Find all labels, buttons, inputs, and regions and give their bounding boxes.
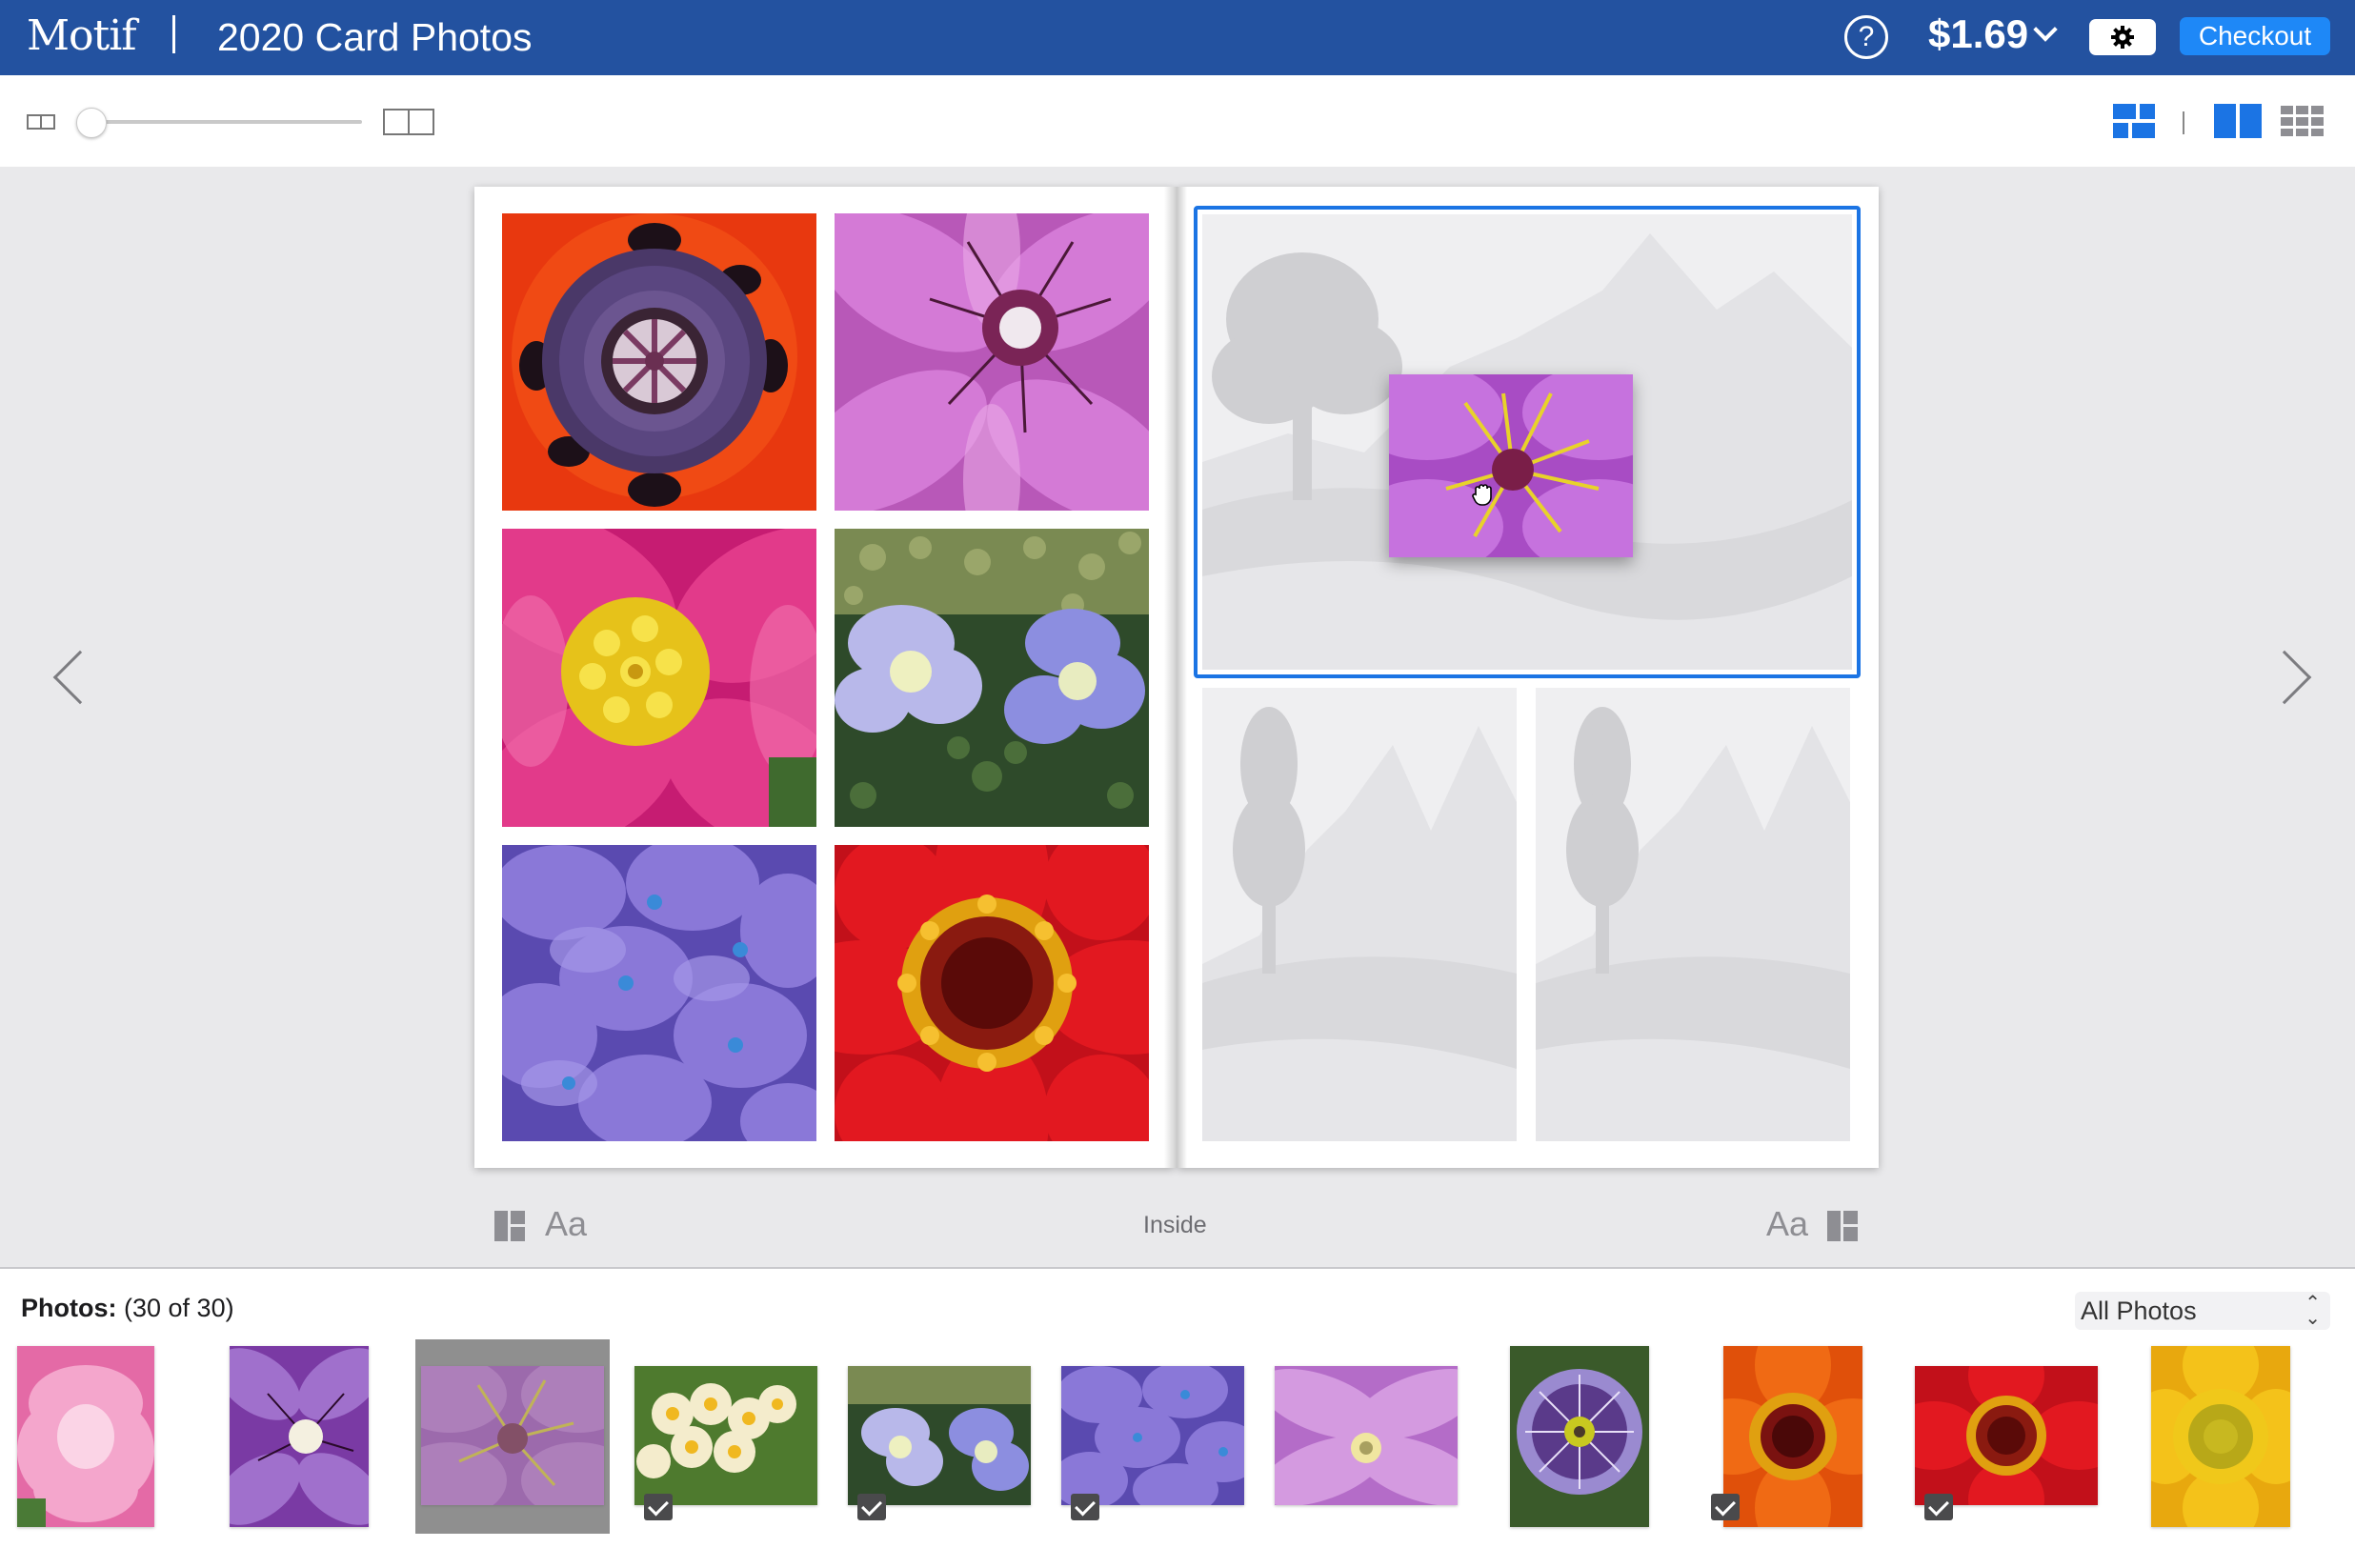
settings-button[interactable] (2089, 19, 2156, 55)
zoom-in-spread-icon[interactable] (383, 109, 434, 135)
grab-hand-cursor-icon (1472, 484, 1492, 506)
right-page-layout-icon[interactable] (1827, 1211, 1858, 1241)
dragged-photo-preview[interactable] (1389, 374, 1633, 557)
spread-label: Inside (1143, 1212, 1207, 1238)
photo-slot-magenta-peony[interactable] (502, 529, 816, 827)
photo-used-checkmark-icon (1924, 1494, 1953, 1520)
thumbnail-red-zinnia[interactable] (1915, 1366, 2098, 1505)
photo-slot-red-poppy[interactable] (502, 213, 816, 511)
zoom-out-page-icon[interactable] (27, 114, 55, 130)
gear-icon (2111, 26, 2134, 49)
card-spine (1164, 187, 1187, 1168)
thumbnail-orange-zinnia[interactable] (1723, 1346, 1862, 1527)
thumbnail-pink-peony[interactable] (17, 1346, 154, 1527)
layout-view-icon[interactable] (2113, 104, 2155, 138)
thumbnail-white-yellow-blossoms[interactable] (634, 1366, 817, 1505)
thumbnail-passion-flower[interactable] (1510, 1346, 1649, 1527)
checkout-button[interactable]: Checkout (2180, 17, 2330, 55)
photo-used-checkmark-icon (1711, 1494, 1740, 1520)
photo-slot-hydrangea-blossoms[interactable] (835, 529, 1149, 827)
title-bar: Motif 2020 Card Photos ? $1.69 Checkout (0, 0, 2355, 75)
title-divider (172, 15, 175, 53)
photo-used-checkmark-icon (857, 1494, 886, 1520)
help-button[interactable]: ? (1844, 15, 1888, 59)
previous-page-chevron-icon[interactable] (52, 650, 108, 705)
thumbnail-purple-hydrangea[interactable] (1061, 1366, 1244, 1505)
photo-placeholder-small-right[interactable] (1536, 688, 1850, 1141)
photo-count: Photos: (30 of 30) (21, 1294, 234, 1322)
app-logo: Motif (27, 11, 137, 60)
zoom-slider-track[interactable] (90, 120, 362, 124)
thumbnail-blue-hydrangea[interactable] (848, 1366, 1031, 1505)
left-page-layout-icon[interactable] (494, 1211, 525, 1241)
thumbnail-light-purple-clematis[interactable] (1275, 1366, 1458, 1505)
grid-view-icon[interactable] (2281, 106, 2325, 136)
toolbar (0, 75, 2355, 167)
thumbnail-sunflower[interactable] (2151, 1346, 2290, 1527)
photo-used-checkmark-icon (644, 1494, 673, 1520)
next-page-chevron-icon[interactable] (2257, 650, 2312, 705)
thumbnail-purple-clematis[interactable] (230, 1346, 369, 1527)
right-page-text-style-button[interactable]: Aa (1766, 1204, 1809, 1243)
spread-view-icon[interactable] (2214, 104, 2262, 138)
thumbnail-violet-clematis-selected[interactable] (421, 1366, 604, 1505)
zoom-slider-knob[interactable] (76, 108, 107, 138)
price-button[interactable]: $1.69 (1928, 11, 2029, 56)
photo-placeholder-small-left[interactable] (1202, 688, 1517, 1141)
document-title[interactable]: 2020 Card Photos (217, 15, 533, 59)
photo-slot-pink-clematis[interactable] (835, 213, 1149, 511)
photo-filter-select[interactable]: All Photos ⌃ ⌄ (2075, 1292, 2330, 1330)
updown-chevron-icon: ⌃ ⌄ (2305, 1293, 2321, 1329)
chevron-down-icon[interactable] (2033, 17, 2058, 42)
photo-slot-purple-hydrangea[interactable] (502, 845, 816, 1141)
photo-slot-red-zinnia[interactable] (835, 845, 1149, 1141)
left-page-text-style-button[interactable]: Aa (545, 1204, 588, 1243)
selected-slot-highlight[interactable] (1194, 206, 1861, 678)
view-divider (2183, 111, 2184, 134)
photo-used-checkmark-icon (1071, 1494, 1099, 1520)
